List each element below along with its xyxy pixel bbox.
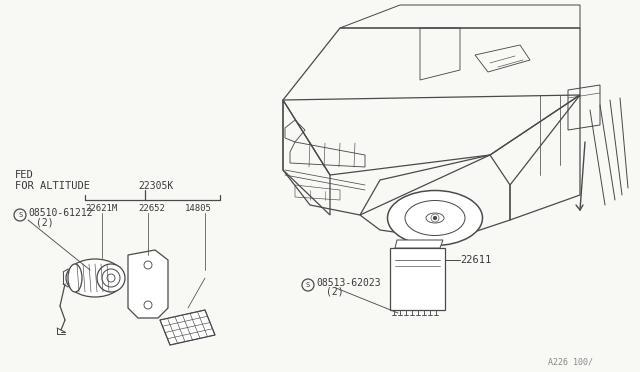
Text: S: S [19,212,23,218]
Text: S: S [306,282,310,288]
Text: 08510-61212: 08510-61212 [28,208,93,218]
Text: FOR ALTITUDE: FOR ALTITUDE [15,181,90,191]
Polygon shape [128,250,168,318]
Polygon shape [395,240,443,248]
Circle shape [97,264,125,292]
Text: 22621M: 22621M [85,203,117,212]
Polygon shape [160,310,215,345]
Circle shape [433,217,436,219]
Text: 22611: 22611 [460,255,492,265]
Text: 08513-62023: 08513-62023 [316,278,381,288]
Text: FED: FED [15,170,34,180]
Text: 22652: 22652 [138,203,165,212]
Ellipse shape [66,259,124,297]
Text: 22305K: 22305K [138,181,173,191]
Text: (2): (2) [36,217,54,227]
Text: (2): (2) [326,287,344,297]
Text: 14805: 14805 [185,203,212,212]
Text: A226 100/: A226 100/ [548,357,593,366]
Ellipse shape [68,264,82,292]
Polygon shape [390,248,445,310]
Ellipse shape [387,190,483,246]
